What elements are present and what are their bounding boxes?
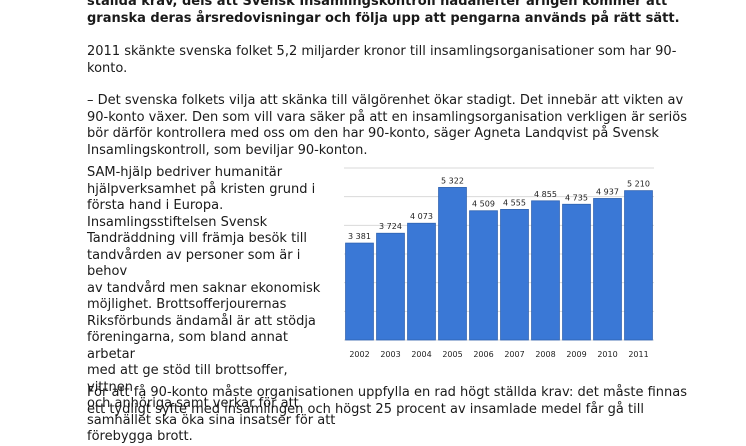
side-line: förebygga brott. — [87, 429, 193, 444]
x-tick-label-2006: 2006 — [473, 350, 493, 359]
paragraph-line: konto. — [87, 60, 128, 76]
paragraph-quote: – Det svenska folkets vilja att skänka t… — [87, 93, 687, 159]
data-label-2010: 4 937 — [596, 187, 619, 196]
side-line: möjlighet. Brottsofferjourernas — [87, 297, 287, 312]
document-page: ställda krav, dels att Svensk Insamlings… — [87, 0, 746, 444]
bar-2009 — [562, 203, 591, 341]
bar-2006 — [469, 210, 498, 341]
data-label-2002: 3 381 — [348, 232, 371, 241]
x-tick-label-2008: 2008 — [535, 350, 555, 359]
paragraph-line: 90-konto växer. Den som vill vara säker … — [87, 109, 687, 125]
data-label-2007: 4 555 — [503, 198, 526, 207]
data-label-2006: 4 509 — [472, 200, 495, 209]
paragraph-donations: 2011 skänkte svenska folket 5,2 miljarde… — [87, 44, 687, 77]
data-label-2011: 5 210 — [627, 180, 650, 189]
bar-2008 — [531, 200, 560, 341]
data-label-2009: 4 735 — [565, 193, 588, 202]
data-label-2005: 5 322 — [441, 176, 464, 185]
bottom-paragraph: För att få 90-konto måste organisationen… — [87, 385, 746, 418]
side-line: med att ge stöd till brottsoffer, vittne… — [87, 363, 288, 395]
intro-line: ställda krav, dels att Svensk Insamlings… — [87, 0, 668, 9]
x-tick-label-2010: 2010 — [597, 350, 617, 359]
intro-bold-text: ställda krav, dels att Svensk Insamlings… — [87, 0, 737, 27]
side-line: SAM-hjälp bedriver humanitär — [87, 165, 283, 180]
x-tick-label-2005: 2005 — [442, 350, 462, 359]
x-tick-label-2009: 2009 — [566, 350, 586, 359]
side-line: hjälpverksamhet på kristen grund i — [87, 181, 316, 197]
side-line: första hand i Europa. — [87, 198, 224, 213]
bar-2010 — [593, 198, 622, 341]
x-tick-label-2003: 2003 — [380, 350, 400, 359]
side-line: av tandvård men saknar ekonomisk — [87, 280, 321, 296]
side-line: Insamlingsstiftelsen Svensk — [87, 214, 268, 230]
side-line: Riksförbunds ändamål är att stödja — [87, 313, 316, 329]
data-label-2003: 3 724 — [379, 222, 402, 231]
x-tick-label-2011: 2011 — [628, 350, 648, 359]
bar-2007 — [500, 209, 529, 341]
bar-2005 — [438, 187, 467, 341]
paragraph-line: 2011 skänkte svenska folket 5,2 miljarde… — [87, 44, 677, 59]
x-tick-label-2004: 2004 — [411, 350, 431, 359]
paragraph-line: bör därför kontrollera med oss om den ha… — [87, 126, 659, 141]
x-tick-label-2007: 2007 — [504, 350, 524, 359]
bar-2011 — [624, 190, 653, 341]
data-label-2004: 4 073 — [410, 212, 433, 221]
side-line: tandvården av personer som är i behov — [87, 247, 301, 280]
data-label-2008: 4 855 — [534, 190, 557, 199]
bar-2004 — [407, 222, 436, 341]
side-line: Tandräddning vill främja besök till — [87, 231, 308, 246]
intro-line: granska deras årsredovisningar och följa… — [87, 10, 680, 26]
paragraph-line: – Det svenska folkets vilja att skänka t… — [87, 93, 684, 108]
donations-bar-chart: 3 381 2002 3 724 2003 4 073 2004 5 322 2005 4 50… — [344, 167, 654, 359]
bar-2002 — [345, 242, 374, 341]
bar-2003 — [376, 232, 405, 341]
side-line: och anhöriga samt verkar för att — [87, 396, 299, 411]
paragraph-line: För att få 90-konto måste organisationen… — [87, 385, 687, 400]
paragraph-line: ett tydligt syfte med insamlingen och hö… — [87, 401, 644, 417]
side-line: föreningarna, som bland annat arbetar — [87, 330, 288, 362]
x-tick-label-2002: 2002 — [349, 350, 369, 359]
paragraph-line: Insamlingskontroll, som beviljar 90-kont… — [87, 142, 368, 158]
